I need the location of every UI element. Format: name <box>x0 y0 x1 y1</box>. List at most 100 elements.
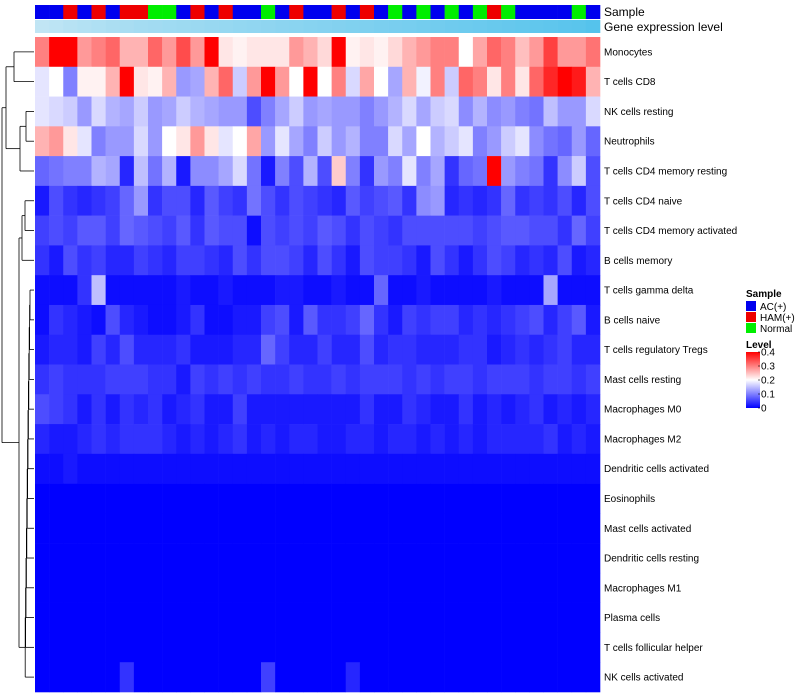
heatmap-cell <box>416 513 431 544</box>
heatmap-cell <box>557 37 573 68</box>
expression-annotation-cell <box>402 20 417 33</box>
heatmap-cell <box>402 37 417 68</box>
heatmap-cell <box>49 453 64 484</box>
row-label: T cells CD4 memory resting <box>604 166 727 177</box>
heatmap-cell <box>35 334 50 365</box>
sample-annotation-cell <box>374 5 389 19</box>
heatmap-cell <box>402 543 417 574</box>
expression-annotation-cell <box>345 20 361 33</box>
expression-annotation-cell <box>585 20 601 33</box>
heatmap-cell <box>529 602 544 633</box>
heatmap-cell <box>63 662 78 693</box>
heatmap-cell <box>133 602 149 633</box>
heatmap-cell <box>317 126 332 157</box>
heatmap-cell <box>529 126 544 157</box>
heatmap-cell <box>402 96 417 127</box>
heatmap-cell <box>529 245 544 276</box>
heatmap-cell <box>204 126 219 157</box>
heatmap-cell <box>162 304 177 336</box>
heatmap-cell <box>416 126 431 157</box>
heatmap-cell <box>543 185 558 216</box>
heatmap-cell <box>289 543 304 574</box>
heatmap-cell <box>543 156 558 187</box>
heatmap-cell <box>444 424 460 455</box>
heatmap-cell <box>402 126 417 157</box>
expression-annotation-cell <box>416 20 431 33</box>
heatmap-cell <box>331 572 347 603</box>
heatmap-cell <box>487 185 502 216</box>
row-label: Plasma cells <box>604 613 660 624</box>
heatmap-cell <box>303 334 318 365</box>
heatmap-cell <box>543 602 558 633</box>
sample-annotation-cell <box>515 5 530 19</box>
heatmap-cell <box>303 364 318 395</box>
heatmap-cell <box>232 394 248 425</box>
heatmap-cell <box>345 424 361 455</box>
heatmap-cell <box>331 602 347 633</box>
heatmap-cell <box>585 543 601 574</box>
heatmap-cell <box>416 304 431 336</box>
heatmap-cell <box>303 453 318 484</box>
expression-annotation-cell <box>487 20 502 33</box>
sample-annotation-cell <box>444 5 460 19</box>
heatmap-cell <box>133 96 149 127</box>
sample-annotation-cell <box>402 5 417 19</box>
sample-annotation-cell <box>77 5 92 19</box>
heatmap-cell <box>359 215 375 246</box>
heatmap-cell <box>204 632 219 663</box>
heatmap-cell <box>359 424 375 455</box>
heatmap-cell <box>105 394 121 425</box>
heatmap-cell <box>91 66 106 97</box>
heatmap-cell <box>218 543 234 574</box>
heatmap-cell <box>77 602 92 633</box>
heatmap-cell <box>63 66 78 97</box>
row-label: B cells naive <box>604 315 661 326</box>
heatmap-cell <box>317 156 332 187</box>
expression-annotation-cell <box>543 20 558 33</box>
heatmap-cell <box>585 126 601 157</box>
heatmap-cell <box>204 424 219 455</box>
heatmap-cell <box>557 334 573 365</box>
heatmap-cell <box>501 662 516 693</box>
heatmap-cell <box>218 453 234 484</box>
heatmap-cell <box>416 424 431 455</box>
row-label: Monocytes <box>604 47 652 58</box>
heatmap-cell <box>571 632 587 663</box>
heatmap-cell <box>543 543 558 574</box>
heatmap-cell <box>515 543 530 574</box>
heatmap-cell <box>261 424 276 455</box>
heatmap-cell <box>190 364 205 395</box>
heatmap-cell <box>162 156 177 187</box>
heatmap-cell <box>289 364 304 395</box>
heatmap-cell <box>289 245 304 276</box>
heatmap-cell <box>49 662 64 693</box>
heatmap-cell <box>162 245 177 276</box>
sample-annotation-cell <box>472 5 488 19</box>
heatmap-cell <box>317 215 332 246</box>
heatmap-cell <box>148 334 163 365</box>
heatmap-cell <box>204 185 219 216</box>
heatmap-cell <box>77 304 92 336</box>
heatmap-cell <box>515 513 530 544</box>
heatmap-cell <box>218 215 234 246</box>
heatmap-cell <box>388 37 403 68</box>
heatmap-cell <box>402 245 417 276</box>
heatmap-cell <box>49 334 64 365</box>
heatmap-cell <box>176 483 191 514</box>
heatmap-cell <box>458 304 474 336</box>
heatmap-cell <box>585 602 601 633</box>
legend-swatch <box>746 323 756 333</box>
sample-annotation-cell <box>529 5 544 19</box>
heatmap-cell <box>63 364 78 395</box>
heatmap-cell <box>543 245 558 276</box>
heatmap-cell <box>35 602 50 633</box>
heatmap-cell <box>190 334 205 365</box>
heatmap-cell <box>444 453 460 484</box>
heatmap-cell <box>176 602 191 633</box>
heatmap-cell <box>585 572 601 603</box>
expression-annotation-cell <box>77 20 92 33</box>
heatmap-cell <box>162 453 177 484</box>
heatmap-cell <box>119 185 135 216</box>
row-label: T cells CD4 naive <box>604 196 683 207</box>
heatmap-cell <box>148 245 163 276</box>
